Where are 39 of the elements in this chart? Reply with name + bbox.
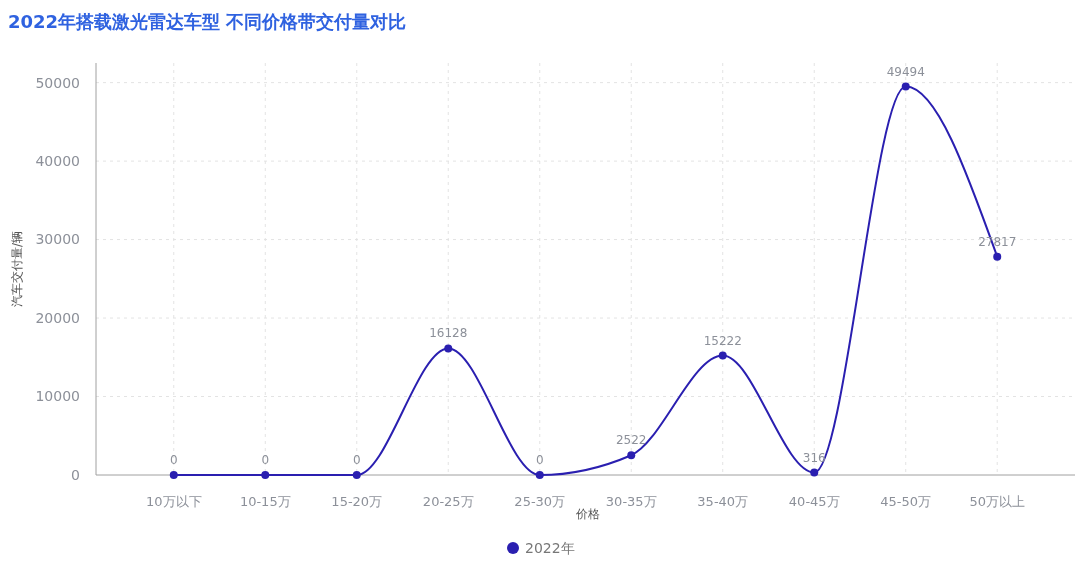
point bbox=[169, 471, 178, 479]
legend-label: 2022年 bbox=[525, 539, 575, 556]
x-tick-label: 30-35万 bbox=[605, 494, 657, 509]
point bbox=[352, 471, 361, 479]
data-label: 2522 bbox=[615, 433, 647, 448]
y-tick-label: 10000 bbox=[35, 388, 80, 405]
x-tick-label: 35-40万 bbox=[697, 494, 749, 509]
data-label: 316 bbox=[802, 450, 826, 465]
x-tick-label: 45-50万 bbox=[880, 494, 932, 509]
x-tick-label: 10万以下 bbox=[146, 494, 202, 509]
chart-title: 2022年搭载激光雷达车型 不同价格带交付量对比 bbox=[8, 11, 407, 32]
y-tick-label: 50000 bbox=[35, 74, 80, 91]
y-tick-label: 20000 bbox=[35, 309, 80, 326]
point bbox=[810, 468, 819, 477]
x-tick-label: 25-30万 bbox=[514, 494, 566, 509]
y-tick-label: 0 bbox=[71, 466, 80, 483]
x-axis-title: 价格 bbox=[574, 507, 600, 521]
point bbox=[993, 252, 1002, 261]
data-label: 0 bbox=[169, 453, 178, 467]
data-label: 0 bbox=[352, 453, 361, 467]
point bbox=[627, 451, 636, 460]
point bbox=[535, 471, 544, 479]
data-label: 0 bbox=[535, 453, 544, 467]
data-label: 15222 bbox=[703, 333, 742, 348]
point bbox=[444, 344, 453, 353]
data-label: 0 bbox=[261, 453, 270, 467]
y-axis-title: 汽车交付量/辆 bbox=[10, 230, 24, 308]
point bbox=[901, 82, 910, 91]
point bbox=[718, 351, 727, 360]
x-tick-label: 20-25万 bbox=[422, 494, 474, 509]
x-tick-label: 15-20万 bbox=[331, 494, 383, 509]
y-tick-label: 30000 bbox=[35, 231, 80, 248]
y-tick-label: 40000 bbox=[35, 153, 80, 169]
point bbox=[261, 471, 270, 479]
data-label: 49494 bbox=[886, 64, 925, 79]
x-tick-label: 50万以上 bbox=[969, 494, 1025, 509]
x-tick-label: 10-15万 bbox=[239, 494, 291, 509]
data-label: 16128 bbox=[429, 326, 468, 341]
x-tick-label: 40-45万 bbox=[788, 494, 840, 509]
